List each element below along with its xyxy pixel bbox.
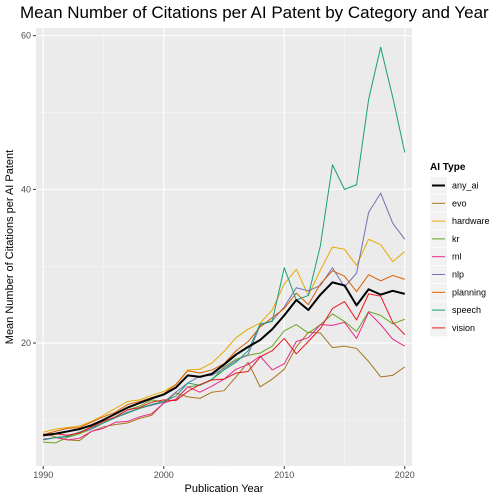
legend-item-speech: speech [430,302,481,319]
legend-item-planning: planning [430,284,486,301]
legend-item-ml: ml [430,248,462,265]
x-tick-label: 2000 [154,470,174,480]
legend-item-evo: evo [430,195,467,212]
chart-title: Mean Number of Citations per AI Patent b… [20,3,489,22]
x-tick-label: 2020 [395,470,415,480]
legend-label: speech [452,305,481,315]
legend-label: vision [452,323,475,333]
legend-label: kr [452,234,460,244]
legend-label: nlp [452,270,464,280]
y-tick-label: 40 [21,184,31,194]
y-tick-label: 20 [21,338,31,348]
x-axis-title: Publication Year [185,483,264,495]
legend-label: ml [452,252,462,262]
legend-item-nlp: nlp [430,266,464,283]
x-tick-label: 1990 [33,470,53,480]
legend-label: hardware [452,216,490,226]
legend-title: AI Type [430,162,466,173]
legend-label: any_ai [452,181,479,191]
legend-item-hardware: hardware [430,213,490,230]
x-tick-label: 2010 [274,470,294,480]
y-axis-title: Mean Number of Citations per AI Patent [4,150,16,344]
legend-item-kr: kr [430,230,460,247]
legend-label: evo [452,198,467,208]
y-tick-label: 60 [21,31,31,41]
legend-item-any_ai: any_ai [430,177,479,194]
legend-label: planning [452,287,486,297]
legend-item-vision: vision [430,319,475,336]
